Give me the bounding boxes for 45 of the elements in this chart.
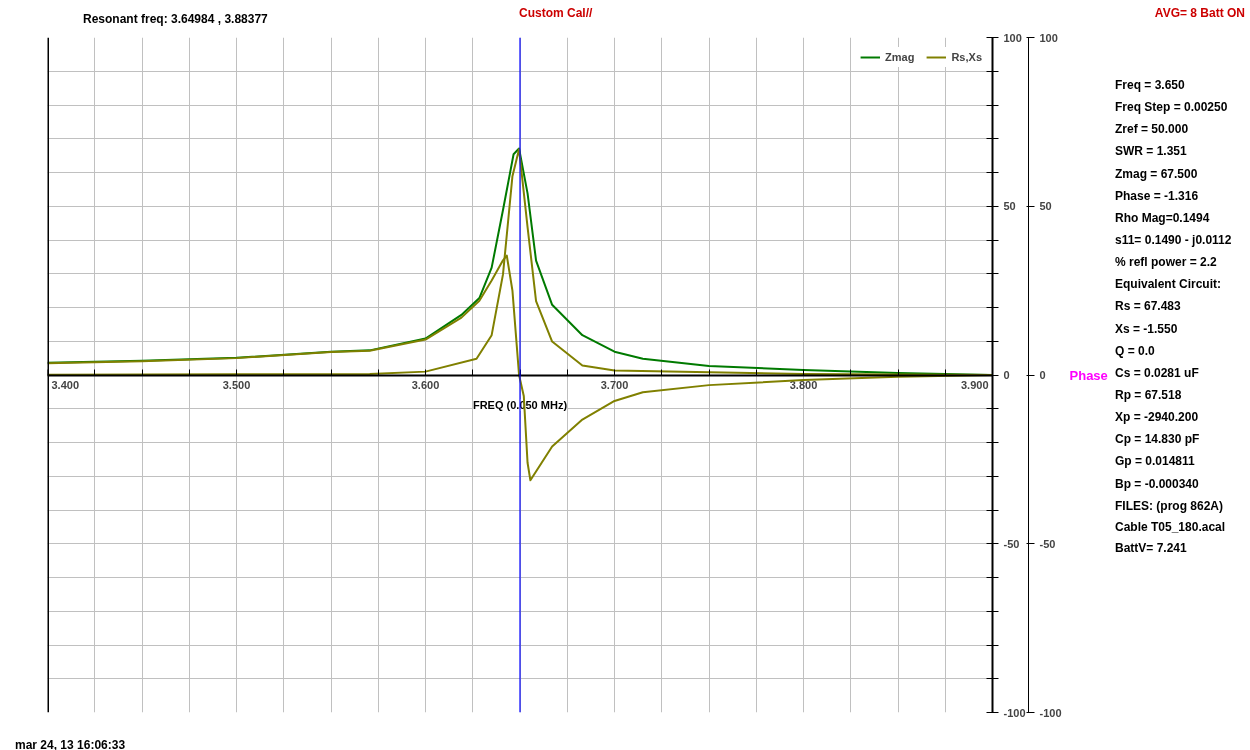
y-tick-label: 100: [1003, 31, 1022, 44]
x-tick-label: 3.700: [600, 379, 629, 391]
text: SWR = 1.351: [1115, 143, 1188, 161]
text: Rho Mag=0.1494: [1115, 209, 1211, 227]
x-tick-label: 3.500: [222, 379, 251, 391]
y-tick-label: 0: [1003, 369, 1010, 381]
text: Xs = -1.550: [1115, 320, 1179, 338]
text: FILES: (prog 862A): [1115, 497, 1224, 515]
text: Cs = 0.0281 uF: [1115, 364, 1200, 382]
y2-tick-label: 50: [1039, 200, 1052, 213]
y2-tick-label: 0: [1039, 369, 1046, 381]
text: Bp = -0.000340: [1115, 475, 1200, 493]
x-tick-label: 3.400: [51, 379, 80, 391]
text: % refl power = 2.2: [1115, 254, 1218, 272]
text: Equivalent Circuit:: [1115, 276, 1222, 294]
text: Rs = 67.483: [1115, 298, 1182, 316]
text: mar 24, 13 16:06:33: [14, 737, 126, 750]
y2-axis-title: Phase: [1069, 367, 1108, 383]
text: Rp = 67.518: [1115, 386, 1183, 404]
text: s11= 0.1490 - j0.0112: [1115, 232, 1232, 249]
text: Freq = 3.650: [1115, 77, 1186, 94]
legend-label: Rs,Xs: [951, 51, 982, 63]
text: Cable T05_180.acal: [1115, 518, 1227, 536]
text: Phase = -1.316: [1115, 187, 1200, 205]
x-tick-label: 3.800: [789, 379, 818, 391]
text: Cp = 14.830 pF: [1115, 431, 1201, 449]
text: AVG= 8 Batt ON: [1154, 5, 1245, 22]
chart-subtitle: Resonant freq: 3.64984 , 3.88377: [83, 11, 268, 28]
text: Q = 0.0: [1115, 342, 1156, 360]
text: Zref = 50.000: [1115, 121, 1190, 139]
text: Gp = 0.014811: [1115, 453, 1196, 471]
chart-title: Custom Cal//: [519, 5, 593, 22]
y2-tick-label: 100: [1039, 31, 1058, 44]
y-tick-label: -100: [1003, 706, 1026, 719]
x-tick-label: 3.900: [960, 379, 989, 391]
x-tick-label: 3.600: [411, 379, 440, 391]
y-tick-label: -50: [1003, 537, 1020, 550]
text: BattV= 7.241: [1115, 539, 1188, 557]
y2-tick-label: -50: [1039, 537, 1056, 550]
text: Zmag = 67.500: [1115, 165, 1199, 183]
y2-tick-label: -100: [1039, 706, 1062, 719]
text: Xp = -2940.200: [1115, 409, 1200, 427]
legend-label: Zmag: [885, 51, 915, 63]
text: Freq Step = 0.00250: [1115, 99, 1229, 117]
y-tick-label: 50: [1003, 200, 1016, 213]
